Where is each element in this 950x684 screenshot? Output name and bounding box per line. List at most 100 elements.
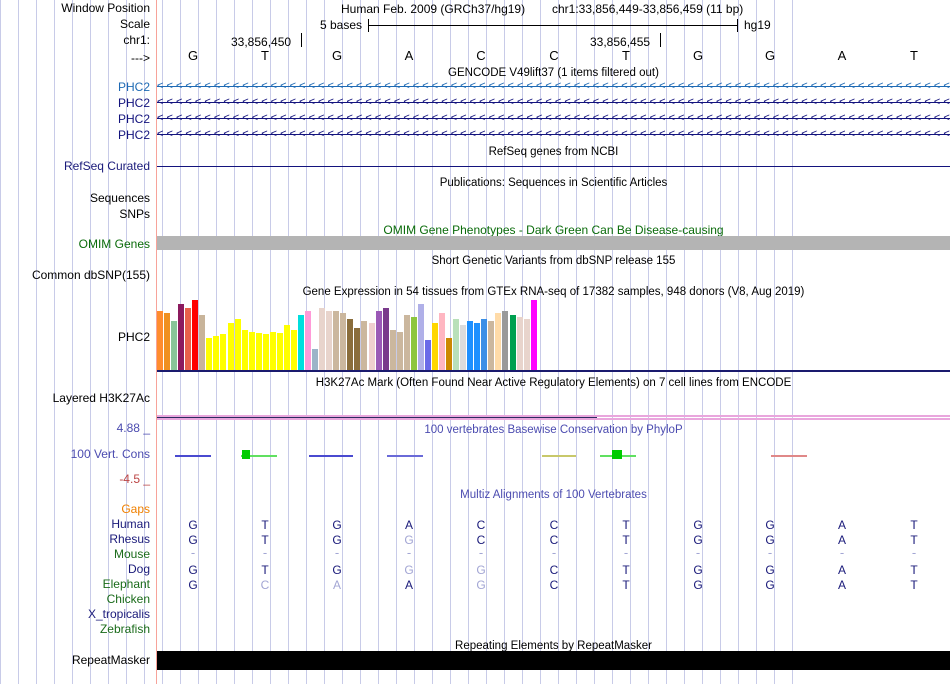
species-label-x_tropicalis[interactable]: X_tropicalis — [87, 607, 150, 621]
species-label-zebrafish[interactable]: Zebrafish — [99, 622, 150, 636]
gtex-bar-chart[interactable] — [157, 300, 537, 370]
gtex-tissue-bar[interactable] — [220, 334, 227, 370]
label-refseq-curated[interactable]: RefSeq Curated — [63, 159, 150, 173]
gene-label-phc2[interactable]: PHC2 — [117, 128, 150, 142]
multiz-base: T — [910, 518, 918, 532]
multiz-base: G — [188, 563, 198, 577]
gtex-tissue-bar[interactable] — [276, 333, 283, 370]
gene-track-row[interactable]: <<<<<<<<<<<<<<<<<<<<<<<<<<<<<<<<<<<<<<<<… — [157, 96, 950, 109]
label-layered-h3k27ac[interactable]: Layered H3K27Ac — [52, 391, 150, 405]
label-omim-genes[interactable]: OMIM Genes — [78, 237, 150, 251]
multiz-base: - — [551, 545, 557, 560]
gtex-tissue-bar[interactable] — [467, 321, 474, 370]
gtex-tissue-bar[interactable] — [255, 333, 262, 370]
label-sequences[interactable]: Sequences — [89, 191, 150, 205]
gtex-tissue-bar[interactable] — [269, 332, 276, 370]
gtex-tissue-bar[interactable] — [453, 319, 460, 370]
gene-label-phc2[interactable]: PHC2 — [117, 80, 150, 94]
gene-track-row[interactable]: <<<<<<<<<<<<<<<<<<<<<<<<<<<<<<<<<<<<<<<<… — [157, 128, 950, 141]
label-common-dbsnp[interactable]: Common dbSNP(155) — [31, 268, 150, 282]
multiz-base: A — [837, 563, 846, 577]
label-gaps[interactable]: Gaps — [121, 502, 150, 516]
position-text[interactable]: chr1:33,856,449-33,856,459 (11 bp) — [552, 2, 744, 16]
multiz-base: G — [693, 518, 703, 532]
gtex-tissue-bar[interactable] — [298, 315, 304, 370]
gtex-tissue-bar[interactable] — [530, 300, 537, 370]
gtex-tissue-bar[interactable] — [171, 321, 178, 370]
multiz-base: A — [837, 578, 846, 592]
species-label-rhesus[interactable]: Rhesus — [109, 532, 150, 546]
species-label-elephant[interactable]: Elephant — [102, 577, 150, 591]
gtex-tissue-bar[interactable] — [319, 308, 326, 370]
gtex-tissue-bar[interactable] — [305, 311, 312, 370]
gtex-tissue-bar[interactable] — [312, 349, 319, 370]
gtex-tissue-bar[interactable] — [382, 308, 389, 370]
h3k27ac-signal-dark — [157, 417, 597, 418]
gtex-tissue-bar[interactable] — [424, 340, 431, 370]
multiz-base: - — [406, 545, 412, 560]
gtex-tissue-bar[interactable] — [283, 325, 290, 370]
multiz-base: G — [765, 563, 775, 577]
gtex-tissue-bar[interactable] — [192, 300, 199, 370]
gtex-tissue-bar[interactable] — [368, 323, 375, 370]
gtex-tissue-bar[interactable] — [446, 338, 453, 370]
label-100vert-cons[interactable]: 100 Vert. Cons — [70, 447, 150, 461]
conservation-wiggle[interactable] — [157, 434, 950, 486]
gtex-tissue-bar[interactable] — [290, 330, 297, 370]
gtex-tissue-bar[interactable] — [248, 332, 255, 370]
gtex-tissue-bar[interactable] — [157, 311, 163, 370]
gtex-tissue-bar[interactable] — [403, 315, 410, 370]
gtex-tissue-bar[interactable] — [516, 317, 523, 370]
gtex-tissue-bar[interactable] — [495, 313, 502, 370]
strand-arrow-icon: <<<<<<<<<<<<<<<<<<<<<<<<<<<<<<<<<<<<<<<<… — [157, 80, 950, 92]
gtex-tissue-bar[interactable] — [375, 311, 382, 370]
grid-line — [594, 0, 595, 684]
gtex-tissue-bar[interactable] — [199, 315, 206, 370]
gtex-tissue-bar[interactable] — [347, 319, 354, 370]
gtex-tissue-bar[interactable] — [502, 311, 509, 370]
gtex-tissue-bar[interactable] — [474, 323, 481, 370]
gene-label-phc2[interactable]: PHC2 — [117, 112, 150, 126]
gtex-tissue-bar[interactable] — [354, 328, 361, 370]
gtex-tissue-bar[interactable] — [206, 338, 213, 370]
gtex-tissue-bar[interactable] — [481, 319, 488, 370]
species-label-human[interactable]: Human — [111, 517, 150, 531]
gtex-tissue-bar[interactable] — [333, 311, 340, 370]
gtex-tissue-bar[interactable] — [488, 321, 495, 370]
label-repeatmasker[interactable]: RepeatMasker — [71, 653, 150, 667]
label-snps[interactable]: SNPs — [119, 207, 150, 221]
gtex-tissue-bar[interactable] — [460, 325, 467, 370]
gtex-tissue-bar[interactable] — [509, 315, 516, 370]
omim-gene-band[interactable] — [157, 236, 950, 250]
gtex-tissue-bar[interactable] — [417, 304, 424, 370]
gtex-tissue-bar[interactable] — [396, 332, 403, 370]
gtex-tissue-bar[interactable] — [262, 334, 269, 370]
gtex-tissue-bar[interactable] — [326, 311, 333, 370]
gtex-tissue-bar[interactable] — [340, 313, 347, 370]
gtex-tissue-bar[interactable] — [431, 323, 438, 370]
gtex-tissue-bar[interactable] — [439, 313, 445, 370]
gtex-tissue-bar[interactable] — [361, 321, 368, 370]
gene-track-row[interactable]: <<<<<<<<<<<<<<<<<<<<<<<<<<<<<<<<<<<<<<<<… — [157, 80, 950, 93]
gtex-tissue-bar[interactable] — [234, 319, 241, 370]
gtex-tissue-bar[interactable] — [178, 304, 185, 370]
gene-track-row[interactable]: <<<<<<<<<<<<<<<<<<<<<<<<<<<<<<<<<<<<<<<<… — [157, 112, 950, 125]
label-gtex-phc2[interactable]: PHC2 — [117, 330, 150, 344]
gtex-tissue-bar[interactable] — [523, 319, 530, 370]
gtex-tissue-bar[interactable] — [410, 317, 417, 370]
gtex-tissue-bar[interactable] — [227, 323, 234, 370]
species-label-dog[interactable]: Dog — [127, 562, 150, 576]
species-label-mouse[interactable]: Mouse — [113, 547, 150, 561]
gene-label-phc2[interactable]: PHC2 — [117, 96, 150, 110]
species-label-chicken[interactable]: Chicken — [106, 592, 150, 606]
gtex-tissue-bar[interactable] — [185, 308, 192, 370]
gtex-tissue-bar[interactable] — [213, 336, 220, 370]
label-strand-arrow: ---> — [131, 51, 150, 65]
repeatmasker-band[interactable] — [157, 651, 950, 670]
gtex-tissue-bar[interactable] — [241, 330, 248, 370]
gtex-tissue-bar[interactable] — [389, 330, 396, 370]
multiz-base: G — [332, 518, 342, 532]
gtex-tissue-bar[interactable] — [164, 313, 171, 370]
